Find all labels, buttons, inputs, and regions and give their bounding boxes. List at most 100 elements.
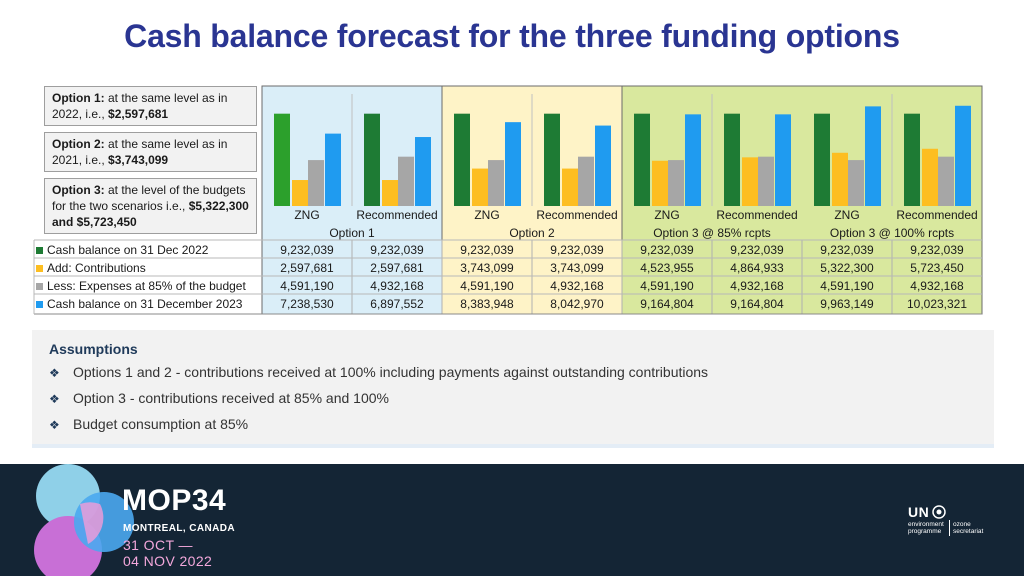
bar-3-3 bbox=[595, 125, 611, 206]
legend-label: Cash balance on 31 December 2023 bbox=[47, 297, 243, 311]
footer-banner: MOP34 MONTREAL, CANADA 31 OCT — 04 NOV 2… bbox=[0, 464, 1024, 576]
option-2-label: Option 2: bbox=[52, 137, 105, 151]
category-label: Recommended bbox=[896, 208, 977, 222]
assumption-item: ❖ Option 3 - contributions received at 85… bbox=[49, 390, 389, 406]
table-cell: 3,743,099 bbox=[460, 261, 514, 275]
table-cell: 9,232,039 bbox=[550, 243, 604, 257]
table-cell: 9,164,804 bbox=[640, 297, 694, 311]
table-cell: 4,591,190 bbox=[460, 279, 514, 293]
option-2-text: at the same level as in 2021, i.e., bbox=[52, 137, 228, 167]
legend-swatch-icon bbox=[36, 282, 43, 290]
table-cell: 5,322,300 bbox=[820, 261, 874, 275]
bar-2-4 bbox=[668, 160, 684, 206]
bar-0-2 bbox=[454, 113, 470, 206]
un-sub-ozone: ozone bbox=[953, 521, 971, 528]
table-cell: 9,232,039 bbox=[640, 243, 694, 257]
bar-2-2 bbox=[488, 160, 504, 206]
bar-1-0 bbox=[292, 180, 308, 206]
event-date-end: 04 NOV 2022 bbox=[123, 553, 213, 569]
group-label: Option 3 @ 85% rcpts bbox=[653, 226, 771, 240]
bar-3-7 bbox=[955, 105, 971, 206]
table-cell: 4,591,190 bbox=[640, 279, 694, 293]
table-cell: 9,963,149 bbox=[820, 297, 874, 311]
un-sub-environment: environment bbox=[908, 521, 944, 528]
bar-2-6 bbox=[848, 160, 864, 206]
bar-3-4 bbox=[685, 114, 701, 206]
table-cell: 8,042,970 bbox=[550, 297, 604, 311]
legend-row: Cash balance on 31 December 2023 bbox=[34, 295, 260, 313]
option-1-box: Option 1: at the same level as in 2022, … bbox=[44, 86, 257, 126]
table-cell: 2,597,681 bbox=[370, 261, 424, 275]
legend-swatch-icon bbox=[36, 264, 43, 272]
mop-logo-icon bbox=[34, 464, 134, 576]
option-1-label: Option 1: bbox=[52, 91, 105, 105]
table-cell: 9,232,039 bbox=[280, 243, 334, 257]
category-label: Recommended bbox=[536, 208, 617, 222]
un-environment-logo: UN environment programme ozone secretari… bbox=[908, 504, 994, 540]
bar-3-5 bbox=[775, 114, 791, 206]
table-cell: 10,023,321 bbox=[906, 297, 968, 311]
un-logo-text: UN bbox=[908, 504, 930, 520]
legend-row: Less: Expenses at 85% of the budget bbox=[34, 277, 260, 295]
bar-0-4 bbox=[634, 113, 650, 206]
legend-swatch-icon bbox=[36, 246, 43, 254]
table-cell: 4,932,168 bbox=[730, 279, 784, 293]
legend-swatch-icon bbox=[36, 300, 43, 308]
legend-row: Add: Contributions bbox=[34, 259, 260, 277]
diamond-bullet-icon: ❖ bbox=[49, 366, 60, 380]
bar-3-1 bbox=[415, 137, 431, 206]
table-cell: 4,932,168 bbox=[550, 279, 604, 293]
table-cell: 9,232,039 bbox=[910, 243, 964, 257]
event-date-start: 31 OCT — bbox=[123, 537, 193, 553]
bar-1-5 bbox=[742, 157, 758, 206]
bar-2-7 bbox=[938, 156, 954, 206]
bar-0-3 bbox=[544, 113, 560, 206]
group-label: Option 3 @ 100% rcpts bbox=[830, 226, 954, 240]
bar-2-1 bbox=[398, 156, 414, 206]
event-city: MONTREAL, CANADA bbox=[123, 523, 235, 534]
bar-0-1 bbox=[364, 113, 380, 206]
legend-label: Cash balance on 31 Dec 2022 bbox=[47, 243, 209, 257]
diamond-bullet-icon: ❖ bbox=[49, 418, 60, 432]
bar-1-3 bbox=[562, 168, 578, 206]
table-cell: 8,383,948 bbox=[460, 297, 514, 311]
un-sub-secretariat: secretariat bbox=[953, 528, 984, 535]
bar-1-7 bbox=[922, 148, 938, 206]
option-2-value: $3,743,099 bbox=[108, 153, 169, 167]
table-cell: 4,591,190 bbox=[820, 279, 874, 293]
category-label: ZNG bbox=[474, 208, 499, 222]
assumptions-title: Assumptions bbox=[49, 341, 138, 357]
bar-2-5 bbox=[758, 156, 774, 206]
bar-3-6 bbox=[865, 106, 881, 206]
category-label: Recommended bbox=[356, 208, 437, 222]
option-1-text: at the same level as in 2022, i.e., bbox=[52, 91, 228, 121]
un-emblem-icon bbox=[932, 505, 946, 519]
bar-0-6 bbox=[814, 113, 830, 206]
option-3-value: $5,322,300 and $5,723,450 bbox=[52, 199, 249, 229]
bar-0-7 bbox=[904, 113, 920, 206]
legend-row: Cash balance on 31 Dec 2022 bbox=[34, 241, 260, 259]
assumption-item: ❖ Options 1 and 2 - contributions receive… bbox=[49, 364, 709, 380]
table-cell: 4,932,168 bbox=[910, 279, 964, 293]
bar-2-0 bbox=[308, 160, 324, 206]
assumptions-panel: Assumptions ❖ Options 1 and 2 - contribut… bbox=[32, 330, 994, 448]
un-sub-programme: programme bbox=[908, 528, 942, 535]
bar-3-0 bbox=[325, 133, 341, 206]
group-label: Option 2 bbox=[509, 226, 555, 240]
table-cell: 7,238,530 bbox=[280, 297, 334, 311]
bar-0-5 bbox=[724, 113, 740, 206]
slide-title: Cash balance forecast for the three fund… bbox=[124, 18, 900, 54]
logo-divider bbox=[949, 520, 950, 536]
bar-2-3 bbox=[578, 156, 594, 206]
option-1-value: $2,597,681 bbox=[108, 107, 169, 121]
option-3-text: at the level of the budgets for the two … bbox=[52, 183, 246, 213]
bar-1-1 bbox=[382, 180, 398, 206]
group-label: Option 1 bbox=[329, 226, 375, 240]
bar-0-0 bbox=[274, 113, 290, 206]
event-name: MOP34 bbox=[122, 484, 227, 517]
table-cell: 9,232,039 bbox=[370, 243, 424, 257]
table-cell: 4,523,955 bbox=[640, 261, 694, 275]
bar-3-2 bbox=[505, 122, 521, 206]
table-cell: 3,743,099 bbox=[550, 261, 604, 275]
